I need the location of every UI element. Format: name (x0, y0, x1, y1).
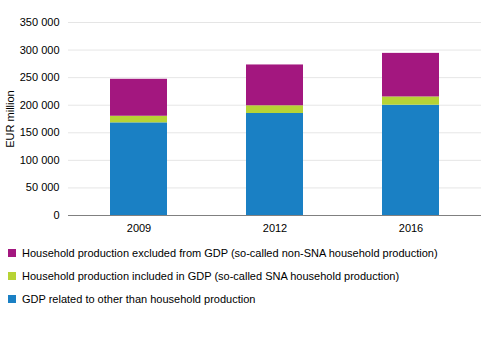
svg-text:150 000: 150 000 (20, 126, 60, 138)
svg-text:100 000: 100 000 (20, 154, 60, 166)
svg-text:2016: 2016 (399, 222, 423, 234)
svg-text:250 000: 250 000 (20, 71, 60, 83)
html-text:GDP related to other than hous: GDP related to other than household prod… (22, 293, 256, 305)
html-text:Household production included: Household production included in GDP (so… (22, 270, 400, 282)
html-text:Household production excluded: Household production excluded from GDP (… (22, 247, 438, 259)
svg-text:200 000: 200 000 (20, 99, 60, 111)
svg-text:50 000: 50 000 (26, 181, 60, 193)
svg-text:EUR million: EUR million (4, 90, 16, 147)
svg-text:0: 0 (53, 209, 59, 221)
svg-text:2009: 2009 (127, 222, 151, 234)
svg-text:350 000: 350 000 (20, 16, 60, 28)
svg-text:2012: 2012 (263, 222, 287, 234)
svg-text:300 000: 300 000 (20, 44, 60, 56)
